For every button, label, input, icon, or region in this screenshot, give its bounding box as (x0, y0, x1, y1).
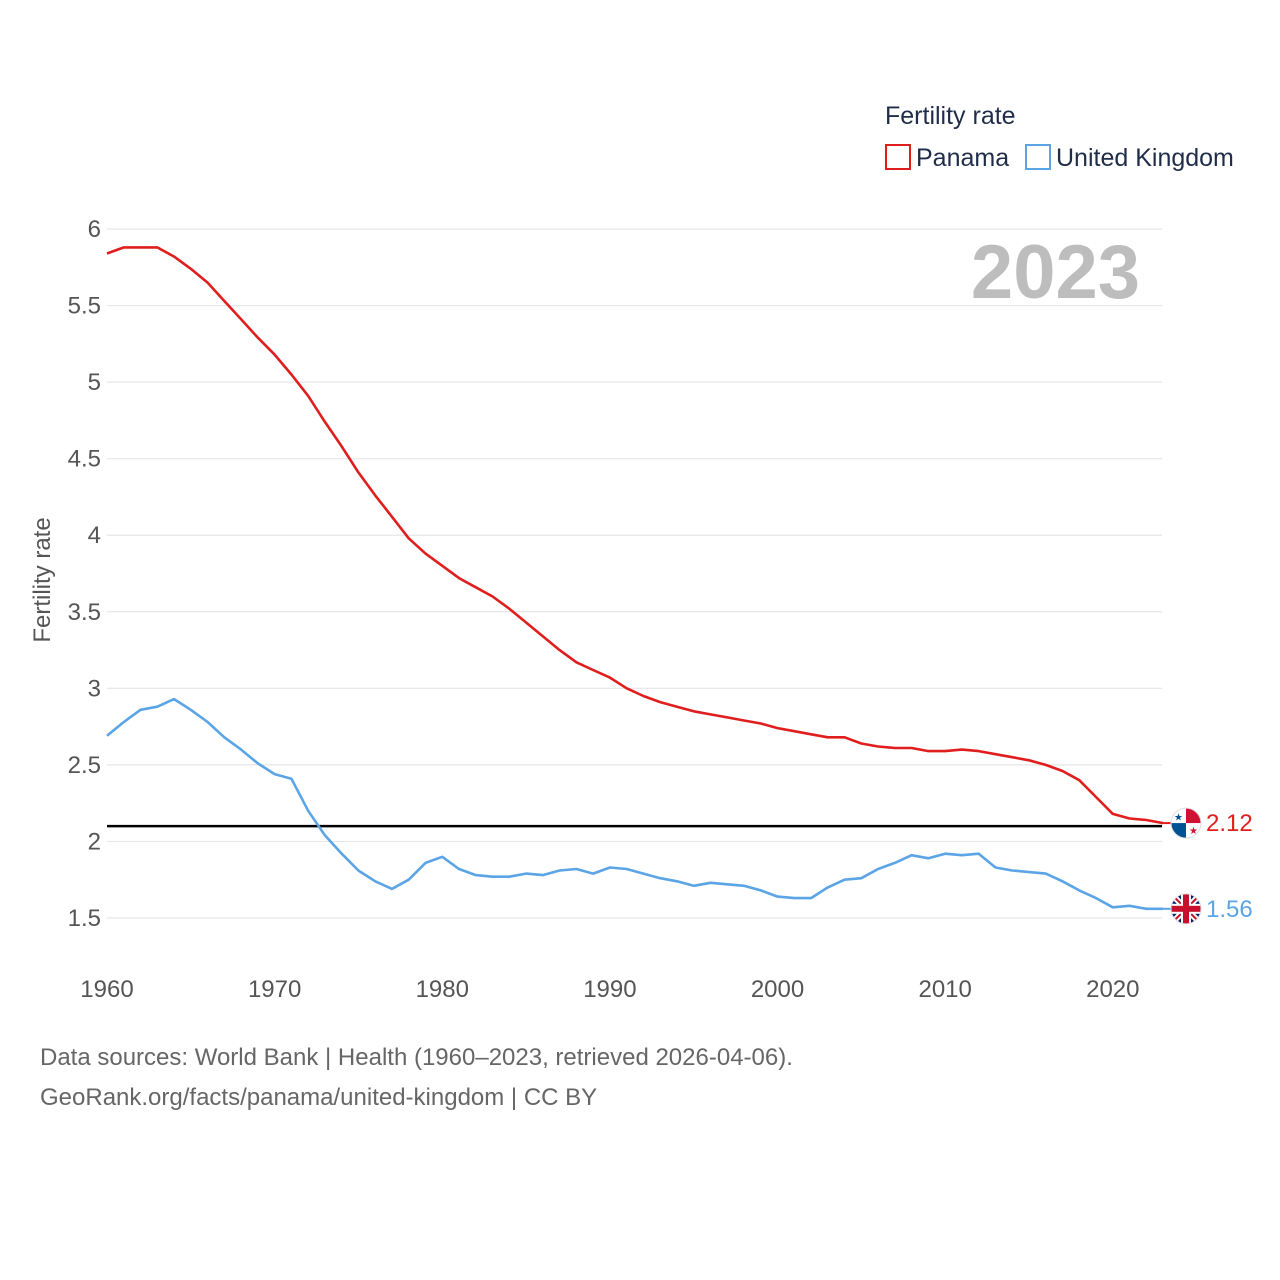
series-line-panama (106, 246, 1164, 825)
legend-swatch-united-kingdom (1025, 144, 1051, 170)
y-tick-label: 4.5 (68, 446, 101, 473)
x-tick-label: 2020 (1086, 976, 1139, 1003)
y-tick-label: 3.5 (68, 599, 101, 626)
y-tick-label: 5.5 (68, 293, 101, 320)
flag-icon-united-kingdom (1170, 893, 1202, 925)
legend-title: Fertility rate (885, 102, 1016, 130)
chart: Fertility rate Panama United Kingdom 1.5… (29, 102, 1253, 1003)
y-tick-label: 2.5 (68, 752, 101, 779)
footer-source: Data sources: World Bank | Health (1960–… (40, 1044, 793, 1071)
flag-icon-panama: ★★ (1170, 807, 1202, 839)
y-axis: 1.5 2 2.5 3 3.5 4 4.5 5 5.5 6 (68, 216, 101, 932)
legend-label-united-kingdom: United Kingdom (1056, 144, 1234, 172)
y-axis-title: Fertility rate (29, 517, 56, 642)
y-tick-label: 5 (88, 369, 101, 396)
grid (107, 228, 1162, 919)
y-tick-label: 4 (88, 522, 101, 549)
x-tick-label: 2010 (918, 976, 971, 1003)
y-tick-label: 2 (88, 828, 101, 855)
series-line-united-kingdom (106, 697, 1164, 911)
x-tick-label: 1990 (583, 976, 636, 1003)
y-tick-label: 3 (88, 675, 101, 702)
x-axis: 1960 1970 1980 1990 2000 2010 2020 (80, 976, 1139, 1003)
end-value-label-panama: 2.12 (1206, 810, 1253, 837)
y-tick-label: 1.5 (68, 905, 101, 932)
end-value-label-united-kingdom: 1.56 (1206, 896, 1253, 923)
x-tick-label: 1960 (80, 976, 133, 1003)
footer-credit: GeoRank.org/facts/panama/united-kingdom … (40, 1084, 598, 1111)
legend-swatch-panama (885, 144, 911, 170)
legend: Fertility rate Panama United Kingdom (885, 102, 1234, 172)
x-tick-label: 1970 (248, 976, 301, 1003)
star-icon: ★ (1174, 813, 1183, 824)
end-markers: ★★ 2.121.56 (1163, 807, 1253, 925)
year-label: 2023 (971, 230, 1140, 315)
legend-label-panama: Panama (916, 144, 1009, 172)
y-tick-label: 6 (88, 216, 101, 243)
star-icon: ★ (1189, 826, 1198, 837)
x-tick-label: 1980 (416, 976, 469, 1003)
x-tick-label: 2000 (751, 976, 804, 1003)
series-lines (106, 246, 1164, 911)
